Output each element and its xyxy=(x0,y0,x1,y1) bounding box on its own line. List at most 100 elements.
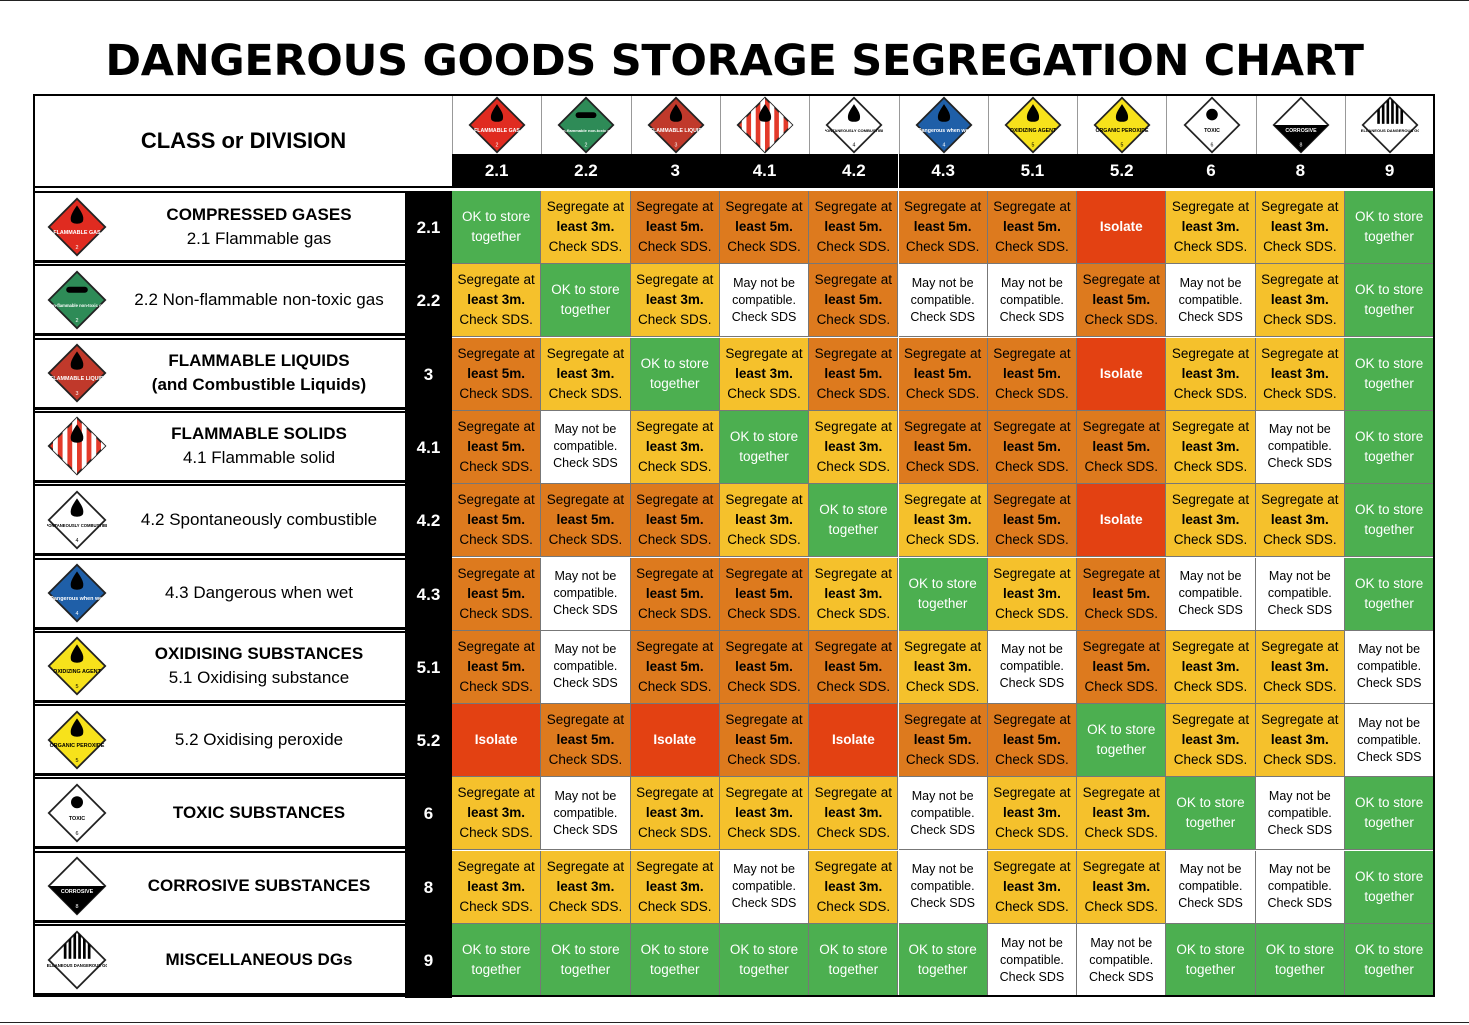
row-description: COMPRESSED GASES 2.1 Flammable gas xyxy=(115,193,403,260)
row-description: MISCELLANEOUS DGs xyxy=(115,926,403,993)
cell-line: Segregate at xyxy=(457,565,535,581)
cell-line: OK to store xyxy=(729,428,799,444)
cell-line: Segregate at xyxy=(457,345,535,361)
compatibility-cell-4.1-4.2: Segregate at least 3m. Check SDS. xyxy=(809,410,899,484)
cell-line: least 5m. xyxy=(1003,438,1061,454)
cell-line: Check SDS. xyxy=(995,385,1069,401)
cell-line: Check SDS. xyxy=(905,385,980,401)
cell-line: least 3m. xyxy=(556,219,615,234)
cell-line: Segregate at xyxy=(546,858,625,874)
cell-line: Segregate at xyxy=(546,492,625,508)
cell-line: Check SDS. xyxy=(905,239,980,254)
column-symbol-5.2: ORGANIC PEROXIDE 5 xyxy=(1077,94,1167,154)
cell-line: Isolate xyxy=(1099,512,1143,528)
cell-line: Check SDS. xyxy=(1263,312,1337,328)
cell-line: Check SDS xyxy=(910,822,975,837)
compatibility-cell-2.1-9: OK to store together xyxy=(1345,191,1435,264)
row-code: 8 xyxy=(405,850,452,925)
compatibility-cell-5.2-5.2: OK to store together xyxy=(1077,704,1167,778)
svg-text:MISCELLANEOUS DANGEROUS GOODS: MISCELLANEOUS DANGEROUS GOODS xyxy=(1361,128,1419,133)
cell-line: Segregate at xyxy=(814,565,892,581)
cell-line: Check SDS. xyxy=(995,458,1069,474)
cell-line: Check SDS. xyxy=(459,825,533,841)
cell-line: Check SDS. xyxy=(548,752,623,768)
organic-peroxide-icon: ORGANIC PEROXIDE 5 xyxy=(1093,96,1151,154)
row-symbol xyxy=(47,416,107,476)
compatibility-cell-2.1-4.1: Segregate at least 5m. Check SDS. xyxy=(719,191,810,264)
column-symbol-9: MISCELLANEOUS DANGEROUS GOODS xyxy=(1345,94,1435,154)
cell-line: Check SDS xyxy=(910,309,975,324)
cell-line: Segregate at xyxy=(725,565,803,581)
cell-line: May not be xyxy=(1268,788,1331,803)
cell-line: together xyxy=(1364,522,1414,538)
cell-line: together xyxy=(1364,962,1414,977)
cell-line: OK to store xyxy=(551,942,620,957)
compatibility-cell-5.1-4.2: Segregate at least 5m. Check SDS. xyxy=(809,630,899,704)
row-description: OXIDISING SUBSTANCES 5.1 Oxidising substa… xyxy=(115,633,403,700)
cell-line: May not be xyxy=(733,862,795,877)
cell-line: Check SDS. xyxy=(905,532,980,548)
miscellaneous-icon: MISCELLANEOUS DANGEROUS GOODS xyxy=(1361,96,1419,154)
cell-line: least 5m. xyxy=(913,732,972,748)
cell-line: Segregate at xyxy=(1082,785,1160,801)
column-symbol-2.1: FLAMMABLE GAS 2 xyxy=(452,94,542,154)
svg-text:TOXIC: TOXIC xyxy=(1204,128,1220,134)
cell-line: least 5m. xyxy=(467,438,526,454)
cell-line: least 3m. xyxy=(1270,365,1329,381)
cell-line: Segregate at xyxy=(1082,272,1160,288)
cell-line: Segregate at xyxy=(1171,418,1250,434)
cell-line: Check SDS xyxy=(553,603,618,617)
cell-line: together xyxy=(1364,595,1414,611)
svg-text:OXIDIZING AGENT: OXIDIZING AGENT xyxy=(53,669,101,675)
cell-line: OK to store xyxy=(462,942,531,957)
compatibility-cell-9-2.1: OK to store together xyxy=(452,924,542,997)
cell-line: Check SDS. xyxy=(459,312,533,328)
svg-text:SPONTANEOUSLY COMBUSTIBLE: SPONTANEOUSLY COMBUSTIBLE xyxy=(47,523,107,528)
cell-line: OK to store xyxy=(1355,502,1424,518)
cell-line: least 5m. xyxy=(824,658,883,674)
compatibility-cell-2.1-4.2: Segregate at least 5m. Check SDS. xyxy=(809,191,899,264)
cell-line: least 3m. xyxy=(824,438,883,454)
cell-line: together xyxy=(1364,302,1414,318)
cell-line: OK to store xyxy=(1355,868,1424,884)
cell-line: Segregate at xyxy=(903,638,982,654)
row-symbol: CORROSIVE 8 xyxy=(47,856,107,916)
non-flammable-gas-icon: Non-flammable non-toxic gas 2 xyxy=(557,96,615,154)
cell-line: Segregate at xyxy=(457,418,535,434)
spontaneously-combustible-icon: SPONTANEOUSLY COMBUSTIBLE 4 xyxy=(43,490,112,550)
svg-text:4: 4 xyxy=(76,611,79,617)
cell-line: Isolate xyxy=(831,732,875,748)
cell-line: OK to store xyxy=(1355,428,1424,444)
cell-line: Segregate at xyxy=(903,492,982,508)
compatibility-cell-6-2.2: May not be compatible. Check SDS xyxy=(541,777,631,851)
cell-line: Check SDS. xyxy=(816,825,891,841)
cell-line: Check SDS. xyxy=(1263,678,1337,694)
compatibility-cell-4.2-5.2: Isolate xyxy=(1077,484,1167,558)
cell-line: Check SDS. xyxy=(1263,385,1337,401)
row-label-9: MISCELLANEOUS DANGEROUS GOODS MISCELLANEO… xyxy=(33,924,405,996)
compatibility-cell-5.1-8: Segregate at least 3m. Check SDS. xyxy=(1255,630,1345,704)
svg-text:Non-flammable non-toxic gas: Non-flammable non-toxic gas xyxy=(48,303,107,308)
compatibility-cell-9-4.2: OK to store together xyxy=(809,924,899,997)
cell-line: least 3m. xyxy=(1270,292,1329,308)
svg-text:5: 5 xyxy=(1031,142,1034,148)
organic-peroxide-icon: ORGANIC PEROXIDE 5 xyxy=(47,710,107,770)
compatibility-cell-3-2.2: Segregate at least 3m. Check SDS. xyxy=(541,337,631,411)
cell-line: Check SDS. xyxy=(816,605,891,621)
svg-text:FLAMMABLE GAS: FLAMMABLE GAS xyxy=(474,128,520,134)
compatibility-cell-8-2.2: Segregate at least 3m. Check SDS. xyxy=(541,850,631,924)
row-code: 4.1 xyxy=(405,410,452,485)
cell-line: least 5m. xyxy=(1003,219,1061,234)
cell-line: least 5m. xyxy=(1003,365,1061,381)
svg-text:6: 6 xyxy=(1210,142,1213,148)
compatibility-cell-2.2-4.1: May not be compatible. Check SDS xyxy=(719,264,810,338)
compatibility-cell-6-9: OK to store together xyxy=(1345,777,1435,851)
cell-line: least 3m. xyxy=(1092,878,1151,894)
svg-text:4: 4 xyxy=(76,538,79,544)
compatibility-cell-9-8: OK to store together xyxy=(1255,924,1345,997)
compatibility-cell-4.1-2.2: May not be compatible. Check SDS xyxy=(541,410,631,484)
cell-line: together xyxy=(1185,962,1236,977)
cell-line: OK to store xyxy=(640,355,709,371)
cell-line: May not be xyxy=(1179,862,1242,877)
cell-line: together xyxy=(1185,815,1236,831)
